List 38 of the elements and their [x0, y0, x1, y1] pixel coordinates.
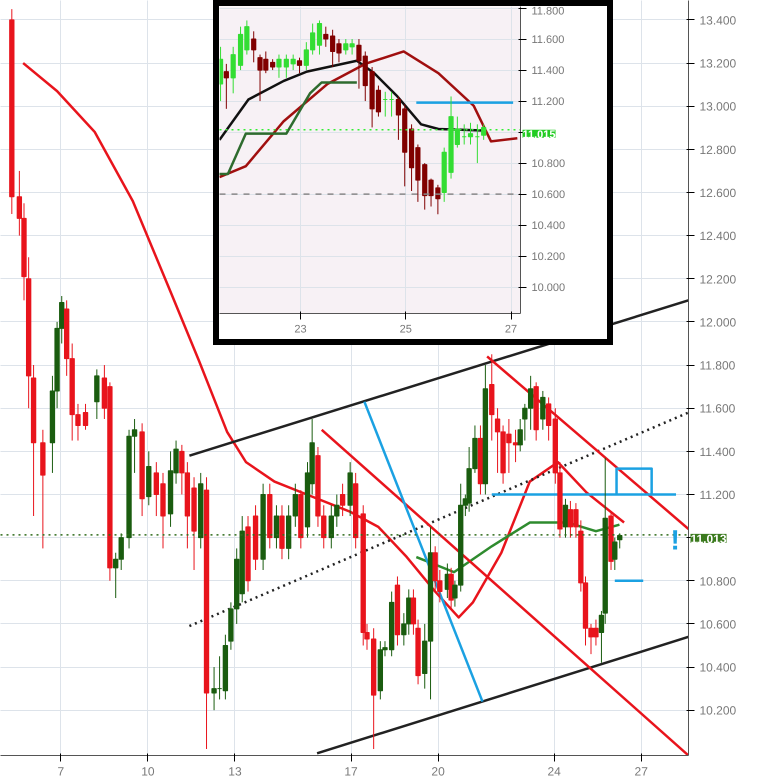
y-tick-label: 11.400 [700, 444, 736, 459]
y-tick-label: 13.400 [700, 13, 737, 28]
y-tick-label: 10.200 [700, 704, 737, 718]
x-tick-label: 13 [228, 764, 242, 778]
y-tick-label: 10.400 [700, 660, 737, 675]
x-tick-label: 20 [431, 764, 446, 778]
annotation: ! [670, 524, 680, 556]
y-tick-label: 11.200 [532, 96, 564, 108]
x-tick-label: 24 [547, 764, 562, 778]
y-tick-label: 11.800 [532, 6, 564, 18]
y-tick-label: 11.400 [532, 65, 564, 78]
x-tick-label: 17 [344, 764, 358, 778]
y-tick-label: 13.000 [700, 100, 737, 114]
y-tick-label: 12.000 [700, 315, 737, 330]
x-tick-label: 7 [58, 764, 65, 778]
y-tick-label: 11.800 [700, 358, 736, 373]
y-tick-label: 10.600 [532, 189, 566, 202]
ref-line-label: 11.015 [522, 128, 556, 141]
y-tick-label: 12.600 [700, 186, 737, 200]
y-tick-label: 11.600 [700, 402, 736, 416]
y-tick-label: 12.200 [700, 272, 737, 286]
y-tick-label: 11.200 [700, 488, 736, 502]
ref-line-label: 11.013 [690, 532, 727, 546]
y-tick-label: 10.400 [532, 220, 566, 232]
y-tick-label: 10.000 [532, 282, 566, 294]
y-tick-label: 10.800 [532, 158, 566, 170]
y-tick-label: 10.200 [532, 251, 566, 264]
y-tick-label: 12.400 [700, 229, 737, 244]
y-tick-label: 10.800 [700, 574, 737, 588]
y-tick-label: 12.800 [700, 142, 737, 157]
x-tick-label: 23 [294, 324, 307, 336]
y-tick-label: 13.200 [700, 56, 737, 71]
y-tick-label: 10.600 [700, 617, 737, 632]
x-tick-label: 10 [141, 764, 155, 778]
x-tick-label: 27 [634, 764, 648, 778]
x-tick-label: 27 [504, 324, 518, 336]
x-tick-label: 25 [400, 324, 412, 336]
y-tick-label: 11.600 [532, 34, 564, 46]
